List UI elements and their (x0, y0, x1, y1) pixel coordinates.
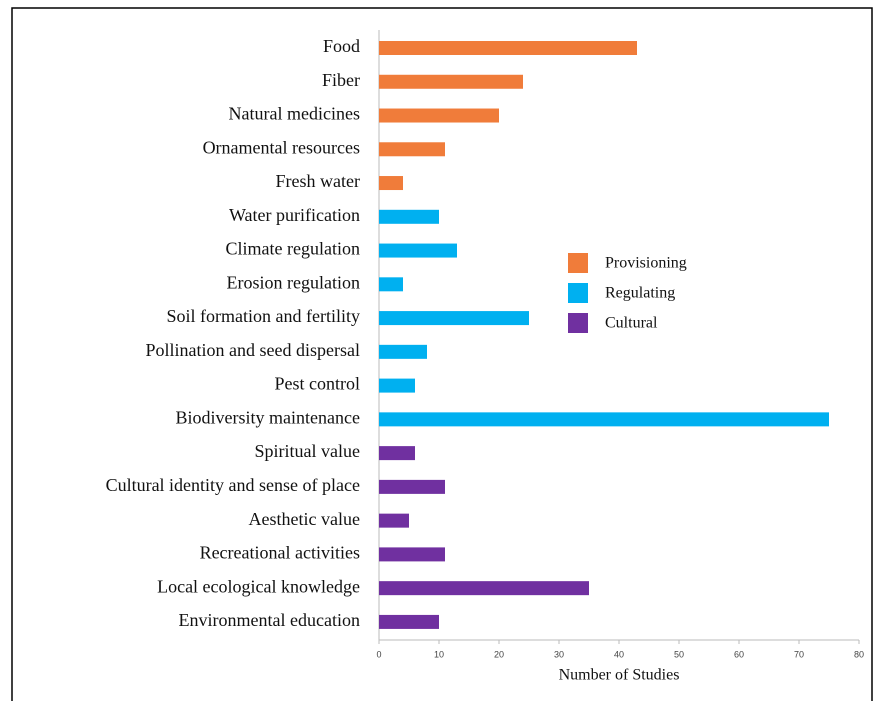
x-tick-label: 30 (554, 649, 564, 659)
x-tick-label: 40 (614, 649, 624, 659)
y-tick-label: Climate regulation (226, 239, 360, 259)
y-tick-label: Fresh water (276, 171, 360, 191)
y-tick-label: Aesthetic value (249, 509, 360, 529)
y-tick-label: Local ecological knowledge (157, 576, 360, 596)
legend-swatch (568, 253, 588, 273)
legend-label: Cultural (605, 315, 658, 332)
y-tick-label: Food (323, 36, 360, 56)
bar (379, 446, 415, 461)
y-tick-label: Soil formation and fertility (167, 306, 360, 326)
bar (379, 142, 445, 157)
bar (379, 41, 637, 55)
legend-swatch (568, 283, 588, 303)
y-tick-label: Fiber (322, 70, 360, 90)
x-tick-label: 0 (376, 649, 381, 659)
x-tick-label: 80 (854, 649, 864, 659)
y-tick-label: Biodiversity maintenance (176, 407, 360, 427)
bar (379, 479, 445, 494)
bar (379, 412, 829, 427)
x-tick-label: 60 (734, 649, 744, 659)
y-tick-label: Spiritual value (255, 441, 360, 461)
y-tick-label: Water purification (229, 205, 360, 225)
bar (379, 344, 427, 359)
x-axis-label: Number of Studies (559, 667, 680, 684)
bar (379, 108, 499, 123)
bar (379, 614, 439, 629)
y-tick-label: Recreational activities (200, 543, 360, 563)
bar (379, 277, 403, 292)
legend-label: Provisioning (605, 255, 687, 272)
bar (379, 311, 529, 326)
x-tick-label: 70 (794, 649, 804, 659)
y-tick-label: Natural medicines (229, 104, 360, 124)
x-tick-label: 50 (674, 649, 684, 659)
bar (379, 74, 523, 89)
bar (379, 513, 409, 528)
bar (379, 209, 439, 224)
y-tick-label: Pest control (275, 374, 361, 394)
x-tick-label: 10 (434, 649, 444, 659)
bar (379, 378, 415, 393)
y-tick-label: Erosion regulation (227, 272, 360, 292)
bar (379, 243, 457, 258)
y-tick-label: Cultural identity and sense of place (106, 475, 360, 495)
bar (379, 547, 445, 562)
bar (379, 581, 589, 596)
y-tick-label: Environmental education (179, 610, 360, 630)
legend-label: Regulating (605, 285, 675, 302)
legend-swatch (568, 313, 588, 333)
x-tick-label: 20 (494, 649, 504, 659)
frame (11, 7, 873, 701)
y-tick-label: Ornamental resources (203, 137, 360, 157)
y-tick-label: Pollination and seed dispersal (146, 340, 360, 360)
bar (379, 176, 403, 191)
